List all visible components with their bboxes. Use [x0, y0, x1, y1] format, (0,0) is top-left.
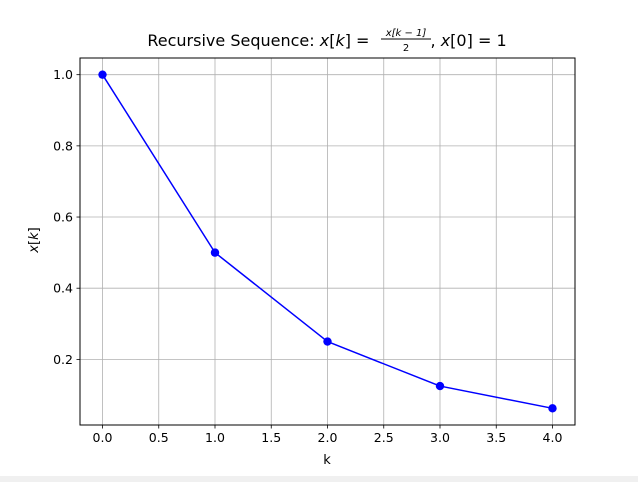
x-tick-label: 3.0: [430, 430, 450, 445]
data-point: [210, 248, 220, 257]
title-fraction-denominator: 2: [403, 43, 409, 54]
x-tick-label: 4.0: [543, 430, 563, 445]
x-tick-label: 0.0: [93, 430, 113, 445]
y-tick-label: 0.8: [53, 138, 73, 153]
y-tick-label: 0.4: [53, 281, 73, 296]
x-axis-label: k: [323, 453, 331, 468]
data-point: [98, 70, 107, 79]
data-point: [323, 337, 332, 346]
y-tick-label: 1.0: [53, 67, 73, 82]
chart-title: Recursive Sequence: x[k] = , x[0] = 1: [147, 31, 506, 50]
title-fraction-numerator: x[k − 1]: [385, 28, 427, 39]
data-point: [548, 404, 557, 413]
title-fraction: x[k − 1] 2: [381, 28, 431, 54]
data-point: [435, 381, 445, 391]
x-tick-label: 2.5: [374, 430, 394, 445]
x-tick-label: 0.5: [149, 430, 169, 445]
y-tick-label: 0.6: [53, 210, 73, 225]
series-markers: [98, 70, 557, 413]
y-tick-label: 0.2: [53, 352, 73, 367]
window-bottom-strip: [0, 476, 638, 482]
grid: [80, 58, 575, 425]
y-axis-label: x[k]: [27, 227, 42, 253]
x-tick-label: 1.5: [261, 430, 281, 445]
x-tick-label: 3.5: [486, 430, 506, 445]
x-tick-label: 2.0: [318, 430, 338, 445]
ticks: 0.0 0.5 1.0 1.5 2.0 2.5 3.0 3.5 4.0 0.2 0.4 0.6 0.8 1…: [53, 67, 562, 445]
x-tick-label: 1.0: [205, 430, 225, 445]
title-prefix: Recursive Sequence:: [147, 31, 319, 50]
